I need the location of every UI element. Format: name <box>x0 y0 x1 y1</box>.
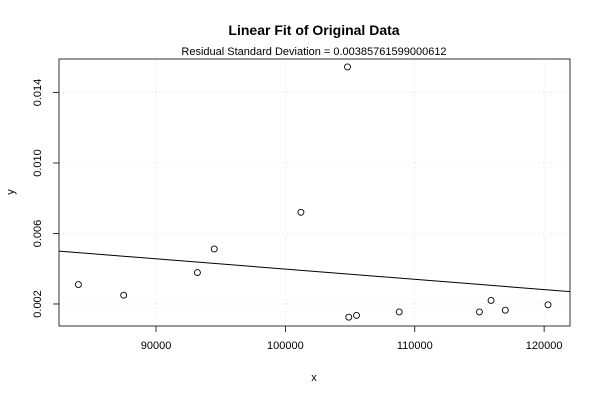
y-axis-label: y <box>5 189 17 195</box>
data-point <box>74 281 82 289</box>
y-tick-label: 0.010 <box>32 149 44 177</box>
x-tick-label: 90000 <box>141 340 172 352</box>
data-point <box>120 291 128 299</box>
data-point <box>344 63 351 71</box>
data-point <box>297 208 305 216</box>
data-point <box>210 245 218 253</box>
x-tick-label: 100000 <box>267 340 304 352</box>
y-tick-label: 0.006 <box>32 220 44 248</box>
fit-line <box>58 250 571 293</box>
data-point <box>487 296 495 304</box>
axes: 90000 100000 110000 120000 0.002 0.006 0.010 0.… <box>32 58 571 352</box>
data-point <box>395 308 403 316</box>
data-point <box>475 308 483 316</box>
y-tick-label: 0.002 <box>32 290 44 318</box>
chart-subtitle: Residual Standard Deviation = 0.00385761… <box>181 46 446 58</box>
fit-line-layer <box>58 250 571 293</box>
plot-frame <box>58 58 571 327</box>
data-point <box>345 313 353 321</box>
data-point <box>544 301 552 309</box>
chart-title: Linear Fit of Original Data <box>228 22 399 38</box>
data-point <box>501 306 509 314</box>
x-tick-label: 110000 <box>397 340 433 352</box>
y-tick-label: 0.014 <box>32 79 44 107</box>
data-point <box>353 311 360 319</box>
data-point <box>193 269 201 277</box>
grid <box>59 59 570 326</box>
x-tick-label: 120000 <box>526 340 563 352</box>
data-points <box>74 63 552 321</box>
x-axis-label: x <box>311 372 317 384</box>
